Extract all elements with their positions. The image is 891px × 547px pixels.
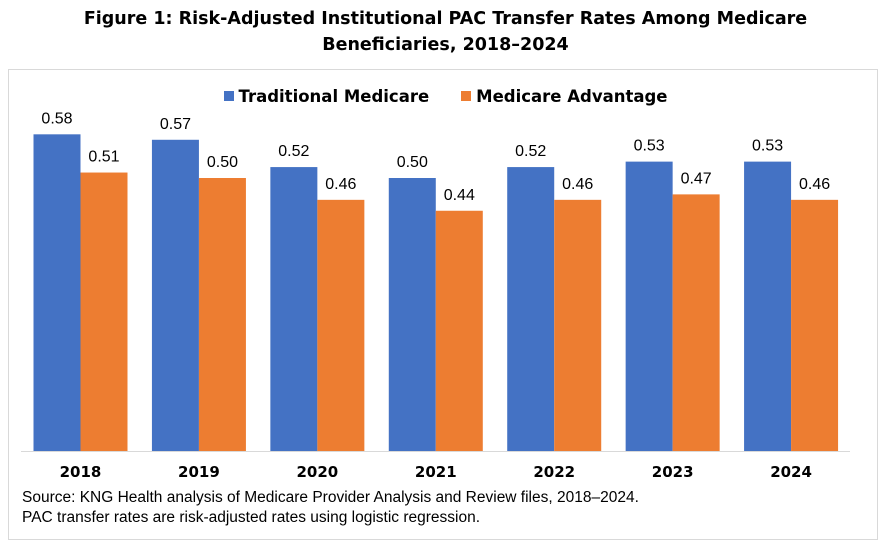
legend-swatch-traditional-medicare [223, 91, 234, 101]
x-tick-label-2018: 2018 [60, 463, 102, 481]
bar-traditional-medicare-2020 [270, 167, 318, 451]
bar-medicare-advantage-2020 [317, 199, 365, 451]
data-label-traditional-medicare-2018: 0.58 [41, 110, 72, 127]
legend: Traditional Medicare Medicare Advantage [0, 84, 891, 108]
legend-swatch-medicare-advantage [461, 91, 472, 101]
legend-label-medicare-advantage: Medicare Advantage [476, 86, 668, 106]
x-tick-label-2021: 2021 [415, 463, 457, 481]
legend-item-medicare-advantage: Medicare Advantage [461, 87, 667, 106]
source-line-1: Source: KNG Health analysis of Medicare … [22, 489, 639, 506]
bar-medicare-advantage-2022 [554, 199, 602, 451]
bar-medicare-advantage-2024 [791, 199, 839, 451]
data-label-traditional-medicare-2019: 0.57 [160, 116, 191, 133]
bar-traditional-medicare-2023 [625, 161, 673, 451]
x-tick-label-2022: 2022 [533, 463, 575, 481]
data-label-medicare-advantage-2020: 0.46 [325, 176, 356, 193]
x-tick-label-2023: 2023 [652, 463, 694, 481]
legend-item-traditional-medicare: Traditional Medicare [223, 86, 430, 106]
bar-traditional-medicare-2024 [744, 161, 792, 451]
data-label-medicare-advantage-2024: 0.46 [799, 176, 830, 193]
bar-medicare-advantage-2023 [672, 194, 720, 451]
x-tick-label-2020: 2020 [296, 463, 338, 481]
data-label-medicare-advantage-2019: 0.50 [207, 154, 238, 171]
bar-medicare-advantage-2019 [198, 178, 246, 451]
bar-traditional-medicare-2022 [507, 167, 555, 451]
bar-traditional-medicare-2018 [33, 134, 81, 451]
source-line-2: PAC transfer rates are risk-adjusted rat… [22, 509, 481, 526]
data-label-traditional-medicare-2024: 0.53 [752, 138, 783, 155]
data-label-medicare-advantage-2021: 0.44 [444, 187, 475, 204]
data-label-medicare-advantage-2023: 0.47 [681, 170, 712, 187]
bar-traditional-medicare-2019 [151, 139, 199, 451]
data-label-traditional-medicare-2022: 0.52 [515, 143, 546, 160]
data-label-medicare-advantage-2018: 0.51 [88, 149, 119, 166]
data-label-traditional-medicare-2023: 0.53 [634, 138, 665, 155]
x-tick-label-2024: 2024 [770, 463, 812, 481]
data-label-traditional-medicare-2021: 0.50 [397, 154, 428, 171]
data-label-medicare-advantage-2022: 0.46 [562, 176, 593, 193]
x-tick-label-2019: 2019 [178, 463, 220, 481]
bar-medicare-advantage-2018 [80, 172, 128, 452]
legend-label-traditional-medicare: Traditional Medicare [238, 86, 430, 106]
data-label-traditional-medicare-2020: 0.52 [278, 143, 309, 160]
bar-traditional-medicare-2021 [388, 178, 436, 451]
bar-medicare-advantage-2021 [435, 210, 483, 451]
chart-title: Figure 1: Risk-Adjusted Institutional PA… [83, 9, 808, 55]
source-note: Source: KNG Health analysis of Medicare … [22, 488, 639, 528]
chart-frame [8, 69, 878, 540]
